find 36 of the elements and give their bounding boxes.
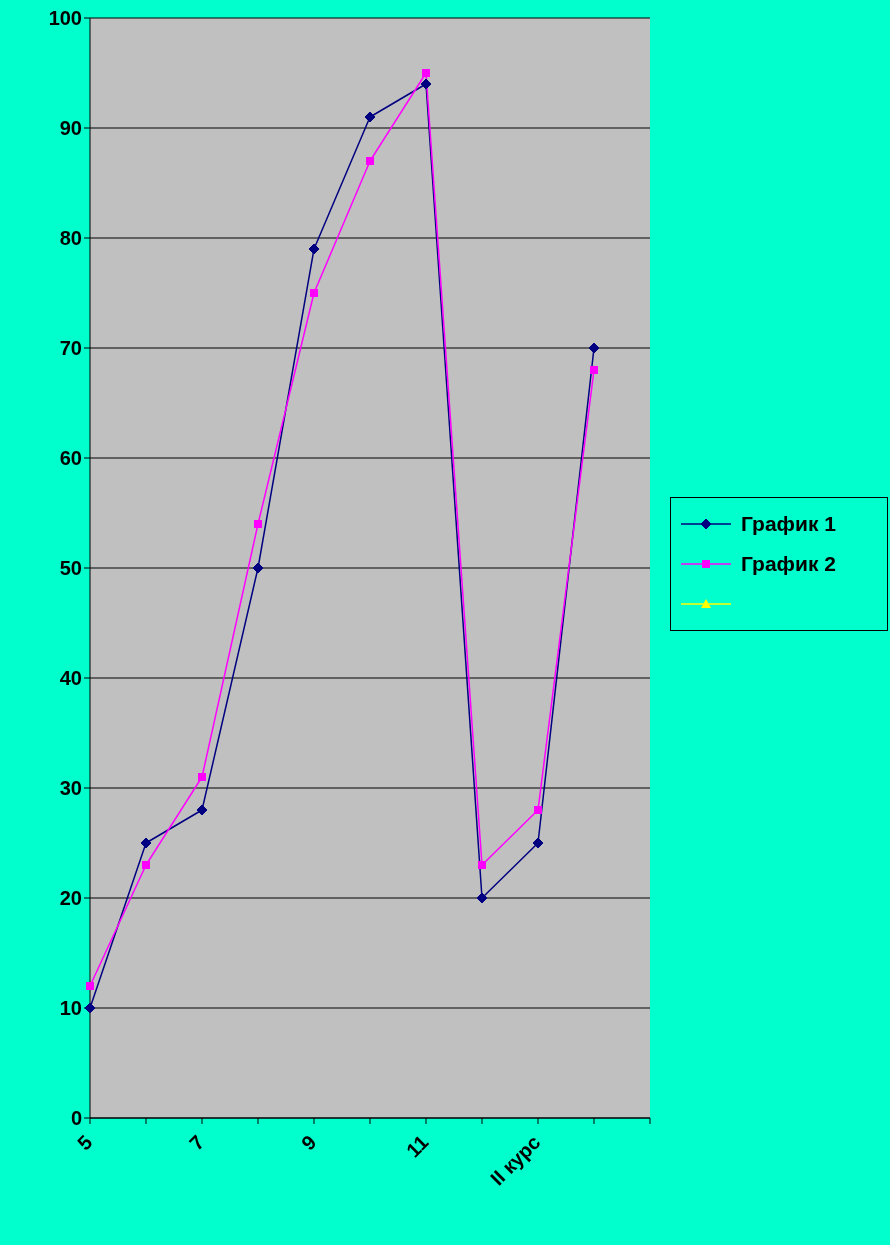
point [254,520,262,528]
point [252,562,264,574]
y-tick-label: 90 [59,117,82,140]
point [140,837,152,849]
point [420,78,432,90]
y-tick-label: 100 [48,7,82,30]
point [422,69,430,77]
point [142,861,150,869]
x-tick-label: 5 [73,1131,97,1155]
point [310,289,318,297]
y-tick-label: 80 [59,227,82,250]
y-tick-label: 30 [59,777,82,800]
point [198,773,206,781]
point [476,892,488,904]
legend-label: График 1 [741,512,836,536]
y-tick-label: 50 [59,557,82,580]
point [86,982,94,990]
y-tick-label: 10 [59,997,82,1020]
point [532,837,544,849]
point [364,111,376,123]
x-tick-label: 7 [185,1131,209,1155]
y-tick-label: 60 [59,447,82,470]
point [366,157,374,165]
point [478,861,486,869]
x-tick-label: 11 [402,1131,433,1162]
y-tick-label: 40 [59,667,82,690]
point [588,342,600,354]
point [196,804,208,816]
point [308,243,320,255]
y-tick-label: 70 [59,337,82,360]
point [590,366,598,374]
legend-label: График 2 [741,552,836,576]
y-tick-label: 0 [70,1107,82,1130]
y-tick-label: 20 [59,887,82,910]
point [534,806,542,814]
x-tick-label: 9 [297,1131,321,1155]
